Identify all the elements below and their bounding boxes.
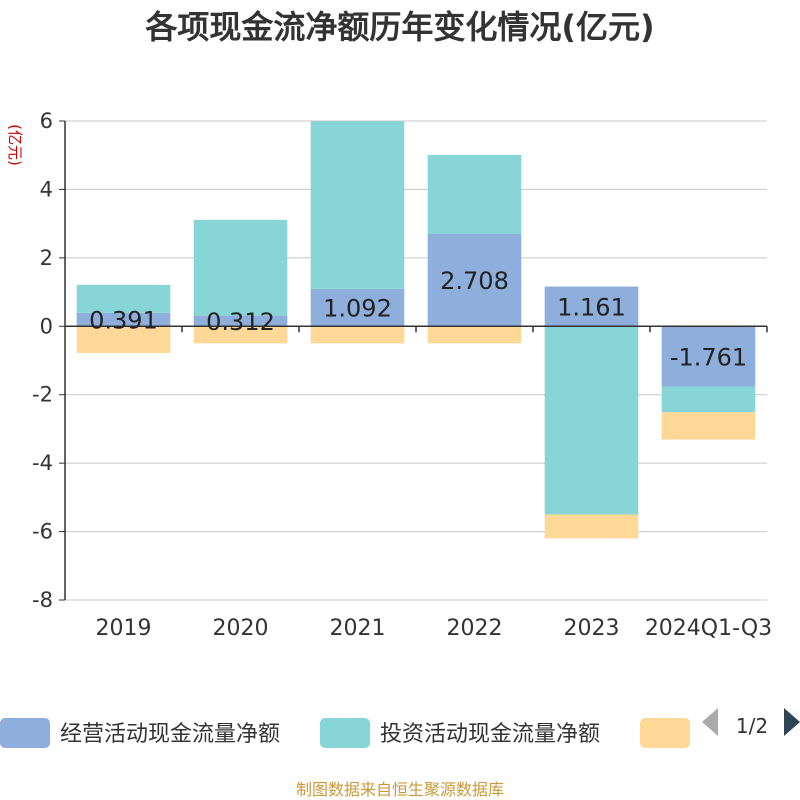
bar-series2-3[interactable]: [427, 326, 522, 344]
y-tick-label: 6: [40, 109, 53, 133]
data-label: 1.092: [323, 295, 392, 323]
bar-series1-0[interactable]: [76, 284, 171, 313]
x-tick-label: 2019: [96, 616, 152, 641]
bar-series2-1[interactable]: [193, 326, 288, 344]
x-tick-label: 2020: [213, 616, 269, 641]
legend-swatch-2[interactable]: [640, 718, 690, 748]
data-label: 0.312: [206, 308, 275, 336]
x-tick-label: 2022: [447, 616, 503, 641]
x-tick-label: 2024Q1-Q3: [645, 616, 772, 641]
data-label: 2.708: [440, 267, 509, 295]
bar-series1-5[interactable]: [661, 386, 756, 413]
bar-series0-5[interactable]: [661, 326, 756, 387]
y-axis-label: (亿元): [6, 124, 24, 166]
bar-series1-1[interactable]: [193, 219, 288, 316]
data-label: -1.761: [670, 343, 747, 371]
data-label: 0.391: [89, 307, 158, 335]
chart-title: 各项现金流净额历年变化情况(亿元): [145, 8, 654, 46]
legend-prev-page-icon[interactable]: [702, 708, 718, 736]
bar-series0-4[interactable]: [544, 286, 639, 327]
bar-series0-0[interactable]: [76, 312, 171, 327]
legend-next-page-icon[interactable]: [784, 708, 800, 736]
grid-lines: [65, 120, 767, 601]
y-tick-label: 2: [40, 246, 53, 270]
legend-swatch-0[interactable]: [0, 718, 50, 748]
legend-page-indicator: 1/2: [736, 714, 768, 738]
bar-series2-5[interactable]: [661, 412, 756, 440]
bar-series0-2[interactable]: [310, 288, 405, 327]
legend-label-1[interactable]: 投资活动现金流量净额: [380, 722, 600, 747]
data-labels: 0.391 0.312 1.092 2.708 1.161 -1.761: [89, 267, 747, 371]
legend-label-0[interactable]: 经营活动现金流量净额: [60, 722, 280, 747]
bar-marks[interactable]: [76, 121, 756, 539]
y-tick-label: 0: [40, 314, 53, 338]
y-tick-label: -6: [32, 520, 53, 544]
data-label: 1.161: [557, 293, 626, 321]
legend[interactable]: 经营活动现金流量净额 投资活动现金流量净额: [0, 718, 690, 748]
y-tick-label: -8: [32, 588, 53, 612]
bar-series1-4[interactable]: [544, 326, 639, 515]
y-tick-label: 4: [40, 177, 53, 201]
x-tick-label: 2023: [564, 616, 620, 641]
bar-series1-2[interactable]: [310, 121, 405, 289]
bar-series0-1[interactable]: [193, 315, 288, 327]
bar-series1-3[interactable]: [427, 154, 522, 234]
legend-swatch-1[interactable]: [320, 718, 370, 748]
y-tick-label: -4: [32, 451, 53, 475]
bar-series0-3[interactable]: [427, 233, 522, 327]
y-tick-label: -2: [32, 383, 53, 407]
source-note: 制图数据来自恒生聚源数据库: [296, 780, 504, 799]
bar-series2-2[interactable]: [310, 326, 405, 344]
x-tick-label: 2021: [330, 616, 386, 641]
bar-series2-4[interactable]: [544, 514, 639, 539]
axes: 6 4 2 0 -2 -4 -6 -8 2019 2020 2021 2022 2023 2024Q1-Q…: [32, 109, 772, 641]
bar-series2-0[interactable]: [76, 326, 171, 353]
